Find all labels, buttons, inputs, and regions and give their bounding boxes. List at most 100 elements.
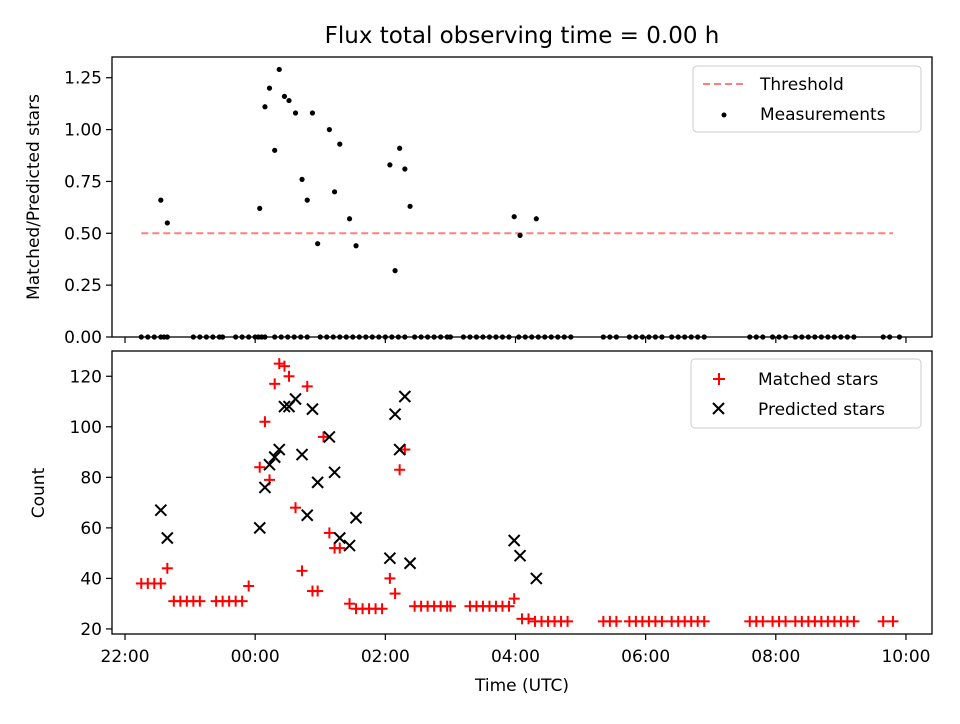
matched-stars-legend-swatch — [713, 373, 725, 385]
matched-star-point — [296, 565, 308, 577]
measurement-point — [397, 145, 403, 151]
measurements-legend-label: Measurements — [760, 105, 886, 125]
predicted-star-point — [507, 534, 521, 547]
bottom-plot-area — [135, 358, 899, 627]
matched-star-point — [757, 615, 769, 627]
matched-star-point — [508, 593, 520, 605]
bottom-x-tick-label: 06:00 — [621, 647, 670, 667]
matched-star-point — [155, 577, 167, 589]
matched-star-point — [444, 600, 456, 612]
matched-star-point — [503, 600, 515, 612]
measurement-point — [286, 97, 292, 104]
matched-star-point — [389, 588, 401, 600]
matched-star-point — [323, 527, 335, 539]
predicted-star-point — [289, 392, 302, 406]
bottom-x-tick-label: 00:00 — [231, 647, 280, 667]
measurements-legend-swatch — [721, 112, 727, 118]
bottom-x-tick-label: 10:00 — [881, 647, 930, 667]
matched-stars-legend-label: Matched stars — [758, 370, 878, 390]
top-plot-area — [138, 66, 903, 340]
threshold-legend-label: Threshold — [759, 75, 844, 95]
matched-star-point — [344, 598, 356, 610]
matched-star-point — [301, 380, 313, 392]
predicted-star-point — [388, 407, 402, 421]
bottom-y-tick-label: 60 — [80, 519, 102, 539]
matched-star-point — [334, 542, 346, 554]
matched-star-point — [877, 615, 889, 627]
bottom-x-tick-label: 02:00 — [361, 647, 410, 667]
matched-star-point — [780, 615, 792, 627]
bottom-y-axis: 20 40 60 80 100 120 — [70, 367, 112, 640]
measurement-point — [292, 110, 299, 116]
top-y-tick-label: 0.25 — [64, 276, 102, 296]
predicted-star-point — [398, 390, 412, 403]
predicted-star-point — [513, 549, 527, 562]
bottom-x-tick-label: 08:00 — [751, 647, 800, 667]
measurement-point — [353, 243, 359, 249]
matched-star-point — [290, 502, 302, 514]
matched-star-point — [273, 358, 285, 370]
measurement-point — [331, 189, 338, 195]
bottom-x-axis: 22:00 00:00 02:00 04:00 06:00 08:00 10:00 — [101, 634, 930, 667]
top-y-tick-label: 0.75 — [64, 172, 102, 192]
predicted-star-point — [273, 443, 286, 456]
top-y-tick-label: 1.25 — [64, 69, 102, 89]
matched-star-point — [236, 595, 248, 607]
predicted-star-point — [268, 450, 281, 464]
predicted-star-point — [333, 531, 346, 545]
top-y-axis: 0.00 0.25 0.50 0.75 1.00 1.25 — [64, 69, 112, 348]
predicted-star-point — [263, 458, 276, 471]
matched-star-point — [259, 416, 271, 428]
predicted-star-point — [383, 551, 397, 565]
measurement-point — [402, 166, 408, 172]
matched-star-point — [318, 431, 330, 443]
predicted-star-point — [311, 476, 324, 489]
matched-star-point — [161, 562, 173, 574]
bottom-x-axis-label: Time (UTC) — [474, 676, 569, 696]
bottom-y-tick-label: 120 — [70, 367, 102, 387]
predicted-star-point — [323, 430, 336, 444]
top-y-axis-label: Matched/Predicted stars — [24, 94, 44, 300]
measurement-point — [158, 197, 164, 203]
predicted-star-point — [301, 509, 314, 522]
predicted-star-point — [328, 466, 341, 479]
measurement-point — [281, 93, 288, 100]
matched-star-point — [278, 360, 290, 372]
matched-star-point — [376, 603, 388, 615]
bottom-y-tick-label: 80 — [80, 468, 102, 488]
measurement-point — [299, 176, 305, 182]
matched-star-point — [194, 595, 206, 607]
predicted-star-point — [306, 402, 319, 416]
bottom-legend: Matched stars Predicted stars — [690, 358, 922, 429]
measurement-point — [517, 232, 523, 238]
matched-star-point — [283, 370, 295, 382]
measurement-point — [276, 66, 282, 73]
bottom-legend-box — [690, 358, 922, 429]
bottom-x-tick-label: 04:00 — [491, 647, 540, 667]
matched-star-point — [399, 444, 411, 456]
top-axes-frame — [111, 56, 933, 338]
measurement-point — [304, 197, 310, 203]
top-legend: Threshold Measurements — [692, 65, 922, 133]
matched-star-point — [610, 615, 622, 627]
measurement-point — [533, 216, 539, 222]
measurement-point — [315, 241, 321, 247]
matched-star-point — [243, 580, 255, 592]
predicted-star-point — [403, 557, 417, 570]
predicted-stars-legend-label: Predicted stars — [758, 400, 885, 420]
predicted-star-point — [258, 481, 272, 494]
predicted-star-point — [154, 503, 168, 517]
measurement-point — [257, 205, 263, 212]
matched-star-point — [384, 572, 396, 584]
bottom-y-tick-label: 100 — [70, 418, 102, 438]
top-y-tick-label: 0.50 — [64, 224, 102, 244]
top-legend-box — [692, 65, 922, 133]
predicted-star-point — [278, 400, 291, 413]
top-y-tick-label: 1.00 — [64, 121, 102, 141]
measurement-point — [511, 214, 517, 220]
predicted-star-point — [295, 448, 309, 461]
top-y-tick-label: 0.00 — [64, 328, 102, 348]
matched-star-point — [312, 585, 324, 597]
predicted-stars-legend-swatch — [712, 402, 725, 415]
